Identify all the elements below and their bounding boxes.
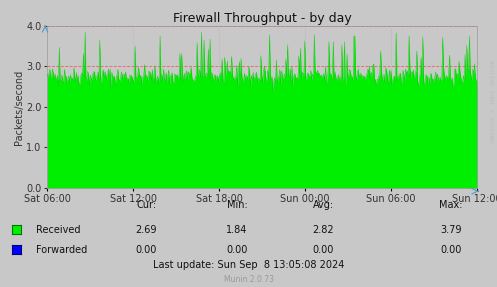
Text: 3.79: 3.79 — [441, 225, 462, 234]
Text: Min:: Min: — [227, 200, 248, 210]
Text: RRDTOOL / TOBI OETIKER: RRDTOOL / TOBI OETIKER — [491, 59, 496, 142]
Text: 1.84: 1.84 — [226, 225, 248, 234]
Text: 0.00: 0.00 — [441, 245, 462, 255]
Text: 2.82: 2.82 — [312, 225, 334, 234]
Text: 2.69: 2.69 — [135, 225, 157, 234]
Text: Received: Received — [36, 225, 81, 234]
Text: 0.00: 0.00 — [135, 245, 157, 255]
Y-axis label: Packets/second: Packets/second — [13, 69, 23, 145]
Text: Avg:: Avg: — [313, 200, 334, 210]
Text: Cur:: Cur: — [137, 200, 157, 210]
Text: Forwarded: Forwarded — [36, 245, 87, 255]
Text: Max:: Max: — [439, 200, 462, 210]
Text: 0.00: 0.00 — [226, 245, 248, 255]
Title: Firewall Throughput - by day: Firewall Throughput - by day — [173, 12, 351, 25]
Text: 0.00: 0.00 — [313, 245, 334, 255]
Text: Munin 2.0.73: Munin 2.0.73 — [224, 275, 273, 284]
Text: Last update: Sun Sep  8 13:05:08 2024: Last update: Sun Sep 8 13:05:08 2024 — [153, 260, 344, 270]
